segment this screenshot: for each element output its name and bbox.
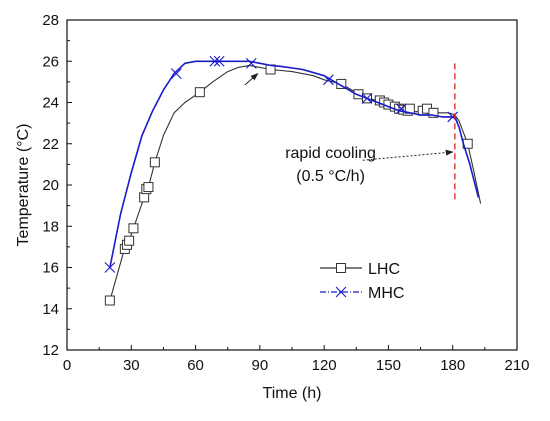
data-point xyxy=(124,235,135,246)
annotation-arrow xyxy=(362,149,454,161)
x-tick-label: 180 xyxy=(440,357,465,374)
data-point xyxy=(104,262,116,273)
y-tick-label: 26 xyxy=(42,53,59,70)
x-axis-title: Time (h) xyxy=(263,385,322,402)
legend-label: MHC xyxy=(368,285,404,302)
series-mhc xyxy=(104,55,480,273)
data-point xyxy=(170,68,182,80)
legend-marker xyxy=(335,286,347,298)
x-tick-label: 0 xyxy=(63,357,71,374)
axes: 0 30 60 90 120 150 180 210 12 14 16 18 20 22 24 26 28 Tim… xyxy=(15,12,530,402)
y-axis-title: Temperature (°C) xyxy=(15,124,32,247)
y-tick-label: 12 xyxy=(42,342,59,359)
y-tick-label: 28 xyxy=(42,12,59,29)
data-point xyxy=(428,107,439,118)
data-point xyxy=(361,92,373,104)
data-point xyxy=(209,55,221,67)
plot-frame xyxy=(66,19,518,351)
y-tick-label: 22 xyxy=(42,136,59,153)
annotation-text: rapid cooling xyxy=(285,145,376,162)
data-point xyxy=(323,74,334,86)
series-line-lhc xyxy=(109,64,482,301)
data-point xyxy=(128,223,139,234)
legend-item-lhc: LHC xyxy=(320,261,400,278)
data-point xyxy=(447,111,459,123)
x-tick-label: 90 xyxy=(252,357,269,374)
y-tick-label: 16 xyxy=(42,260,59,277)
data-point xyxy=(245,57,257,69)
data-point xyxy=(395,103,407,115)
annotation-arrow xyxy=(244,72,259,86)
series-lhc xyxy=(104,64,482,306)
data-point xyxy=(143,182,154,193)
series-line-mhc xyxy=(109,60,480,268)
x-tick-label: 120 xyxy=(312,357,337,374)
legend-item-mhc: MHC xyxy=(320,285,404,302)
data-point xyxy=(213,55,225,67)
series-layer xyxy=(104,55,482,306)
x-tick-label: 150 xyxy=(376,357,401,374)
x-tick-label: 60 xyxy=(187,357,204,374)
x-tick-label: 30 xyxy=(123,357,140,374)
y-tick-label: 18 xyxy=(42,218,59,235)
y-tick-label: 14 xyxy=(42,301,59,318)
data-point xyxy=(104,295,115,306)
legend: LHC MHC xyxy=(320,261,404,302)
legend-marker xyxy=(336,263,346,273)
annotation-text: (0.5 °C/h) xyxy=(296,168,365,185)
y-tick-label: 24 xyxy=(42,95,59,112)
data-point xyxy=(149,157,160,168)
legend-label: LHC xyxy=(368,261,400,278)
x-tick-label: 210 xyxy=(504,357,529,374)
data-point xyxy=(139,192,150,203)
y-tick-label: 20 xyxy=(42,177,59,194)
data-point xyxy=(336,78,347,89)
annotation-layer: rapid cooling (0.5 °C/h) xyxy=(244,63,456,200)
data-point xyxy=(194,87,205,98)
